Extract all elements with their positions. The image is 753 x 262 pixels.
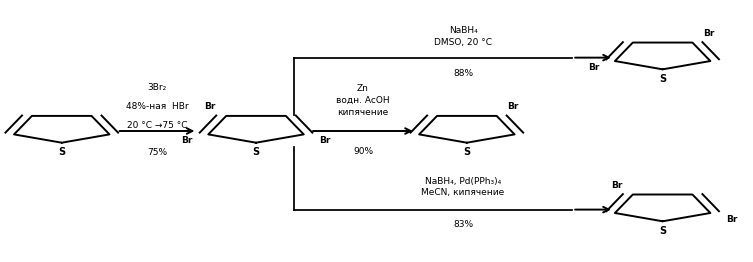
Text: S: S xyxy=(463,148,471,157)
Text: Br: Br xyxy=(181,136,193,145)
Text: Br: Br xyxy=(204,102,216,111)
Text: 83%: 83% xyxy=(453,220,473,229)
Text: 75%: 75% xyxy=(147,148,167,157)
Text: кипячение: кипячение xyxy=(337,108,389,117)
Text: S: S xyxy=(58,148,66,157)
Text: Br: Br xyxy=(319,136,331,145)
Text: 20 °C →75 °C: 20 °C →75 °C xyxy=(127,121,187,130)
Text: S: S xyxy=(659,74,666,84)
Text: Br: Br xyxy=(726,215,737,224)
Text: Br: Br xyxy=(611,181,623,190)
Text: 88%: 88% xyxy=(453,69,473,78)
Text: MeCN, кипячение: MeCN, кипячение xyxy=(422,188,505,197)
Text: 3Br₂: 3Br₂ xyxy=(148,83,166,92)
Text: S: S xyxy=(659,226,666,236)
Text: Br: Br xyxy=(703,29,715,38)
Text: S: S xyxy=(252,148,260,157)
Text: Br: Br xyxy=(588,63,599,72)
Text: DMSO, 20 °C: DMSO, 20 °C xyxy=(434,38,492,47)
Text: NaBH₄, Pd(PPh₃)₄: NaBH₄, Pd(PPh₃)₄ xyxy=(425,177,501,186)
Text: Zn: Zn xyxy=(357,84,369,93)
Text: NaBH₄: NaBH₄ xyxy=(449,26,477,35)
Text: Br: Br xyxy=(507,102,519,111)
Text: 90%: 90% xyxy=(353,147,373,156)
Text: 48%-ная  HBr: 48%-ная HBr xyxy=(126,102,188,111)
Text: водн. AcOH: водн. AcOH xyxy=(336,96,390,105)
